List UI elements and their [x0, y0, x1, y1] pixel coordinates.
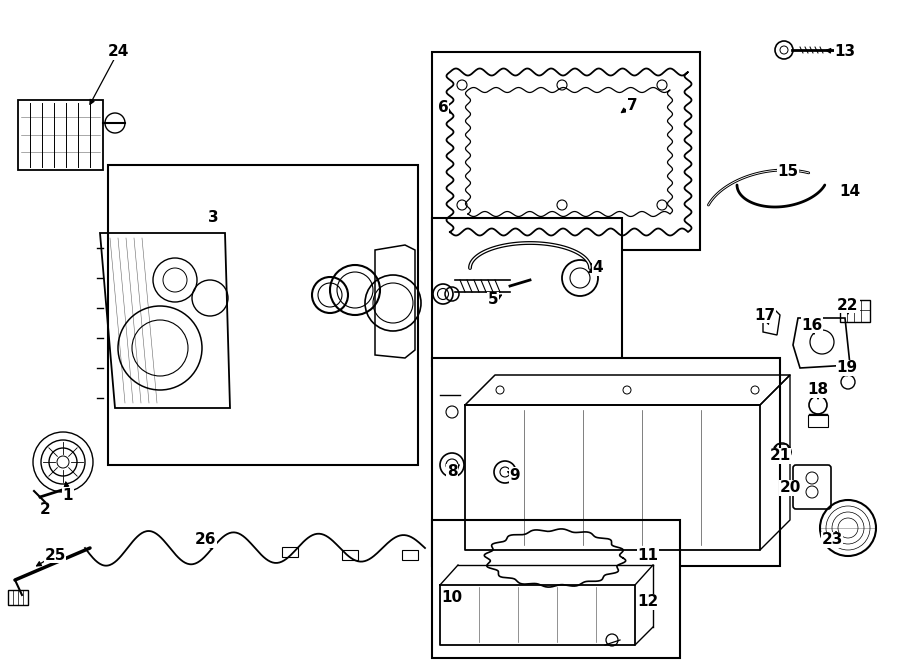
- Text: 20: 20: [779, 481, 801, 496]
- Bar: [432, 520, 680, 658]
- Bar: [432, 52, 700, 250]
- Text: 14: 14: [840, 184, 860, 200]
- Text: 8: 8: [446, 465, 457, 479]
- Bar: [402, 550, 418, 560]
- Text: 19: 19: [836, 360, 858, 375]
- Text: 1: 1: [63, 488, 73, 502]
- Bar: [108, 165, 418, 465]
- Text: 4: 4: [593, 260, 603, 276]
- Text: 25: 25: [44, 547, 66, 563]
- Text: 15: 15: [778, 165, 798, 180]
- Text: 5: 5: [488, 293, 499, 307]
- Bar: [808, 415, 828, 427]
- Bar: [432, 358, 780, 566]
- Bar: [282, 547, 298, 557]
- Bar: [18, 100, 103, 170]
- Text: 10: 10: [441, 590, 463, 605]
- Text: 9: 9: [509, 467, 520, 483]
- Text: 2: 2: [40, 502, 50, 518]
- Text: 13: 13: [834, 44, 856, 59]
- Text: 24: 24: [107, 44, 129, 59]
- Bar: [342, 550, 358, 560]
- Text: 26: 26: [194, 533, 216, 547]
- Bar: [840, 300, 870, 322]
- Text: 3: 3: [208, 210, 219, 225]
- Bar: [432, 218, 622, 366]
- Text: 6: 6: [437, 100, 448, 116]
- Text: 23: 23: [822, 533, 842, 547]
- Text: 22: 22: [837, 297, 859, 313]
- Text: 21: 21: [770, 449, 790, 463]
- Text: 17: 17: [754, 307, 776, 323]
- Text: 7: 7: [626, 98, 637, 112]
- Text: 18: 18: [807, 383, 829, 397]
- Text: 11: 11: [637, 547, 659, 563]
- Text: 12: 12: [637, 594, 659, 609]
- Text: 16: 16: [801, 317, 823, 332]
